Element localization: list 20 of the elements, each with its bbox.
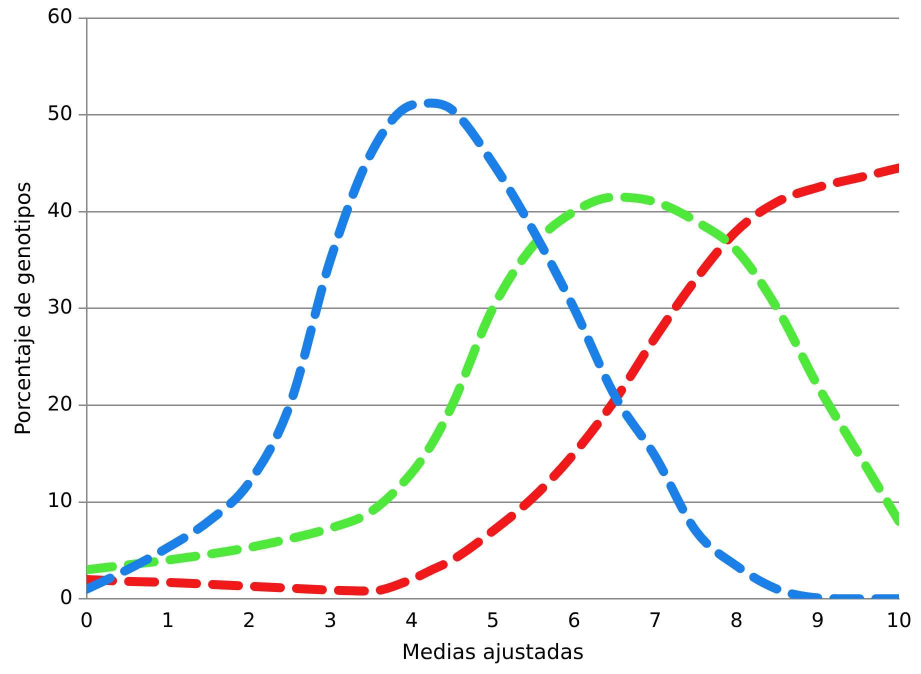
x-tick-label: 9 xyxy=(811,608,824,632)
x-tick-label: 4 xyxy=(405,608,418,632)
y-tick-label: 40 xyxy=(47,198,73,222)
x-tick-label: 5 xyxy=(486,608,500,632)
y-tick-label: 60 xyxy=(47,4,73,28)
x-tick-label: 10 xyxy=(886,608,912,632)
y-tick-label: 30 xyxy=(47,294,73,319)
x-tick-label: 3 xyxy=(324,608,337,632)
x-axis-title: Medias ajustadas xyxy=(402,640,584,664)
y-tick-label: 50 xyxy=(47,101,73,126)
x-tick-label: 6 xyxy=(568,608,580,632)
x-tick-label: 0 xyxy=(80,608,94,632)
y-tick-label: 0 xyxy=(60,585,73,610)
y-tick-label: 10 xyxy=(47,488,73,512)
x-tick-label: 7 xyxy=(648,608,662,632)
y-axis-title: Porcentaje de genotipos xyxy=(11,182,36,436)
x-tick-label: 2 xyxy=(242,608,256,632)
x-tick-label: 1 xyxy=(162,608,174,632)
y-tick-label: 20 xyxy=(47,391,73,416)
x-tick-label: 8 xyxy=(730,608,743,632)
